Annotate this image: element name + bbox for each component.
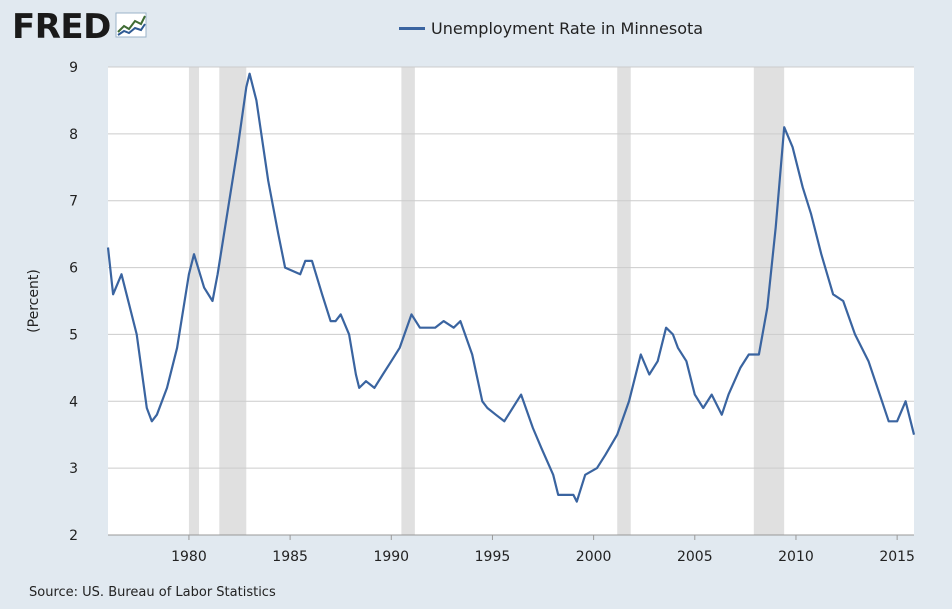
x-tick-label: 2010 (778, 549, 814, 565)
x-tick-label: 2005 (677, 549, 713, 565)
y-tick-label: 8 (69, 127, 78, 143)
fred-line-chart-icon (115, 12, 147, 42)
recession-band (188, 67, 200, 535)
source-note: Source: US. Bureau of Labor Statistics (29, 585, 276, 600)
y-tick-label: 6 (69, 261, 78, 277)
y-tick-label: 7 (69, 194, 78, 210)
y-tick-label: 5 (69, 327, 78, 343)
recession-band (617, 67, 631, 535)
x-tick-label: 1985 (272, 549, 308, 565)
legend: Unemployment Rate in Minnesota (399, 19, 703, 38)
fred-logo: FRED (12, 10, 147, 44)
fred-logo-text: FRED (12, 7, 111, 47)
y-tick-label: 3 (69, 461, 78, 477)
recession-band (219, 67, 247, 535)
y-tick-label: 4 (69, 394, 78, 410)
x-tick-label: 1990 (373, 549, 409, 565)
y-tick-label: 2 (69, 528, 78, 544)
x-tick-label: 1995 (475, 549, 511, 565)
series-line (106, 72, 916, 503)
x-tick-label: 1980 (171, 549, 207, 565)
x-tick-label: 2015 (879, 549, 915, 565)
y-tick-label: 9 (69, 60, 78, 76)
x-tick-label: 2000 (576, 549, 612, 565)
legend-series-label: Unemployment Rate in Minnesota (431, 19, 704, 38)
recession-band (401, 67, 415, 535)
y-axis-label: (Percent) (26, 269, 42, 333)
legend-series-swatch (399, 27, 425, 30)
